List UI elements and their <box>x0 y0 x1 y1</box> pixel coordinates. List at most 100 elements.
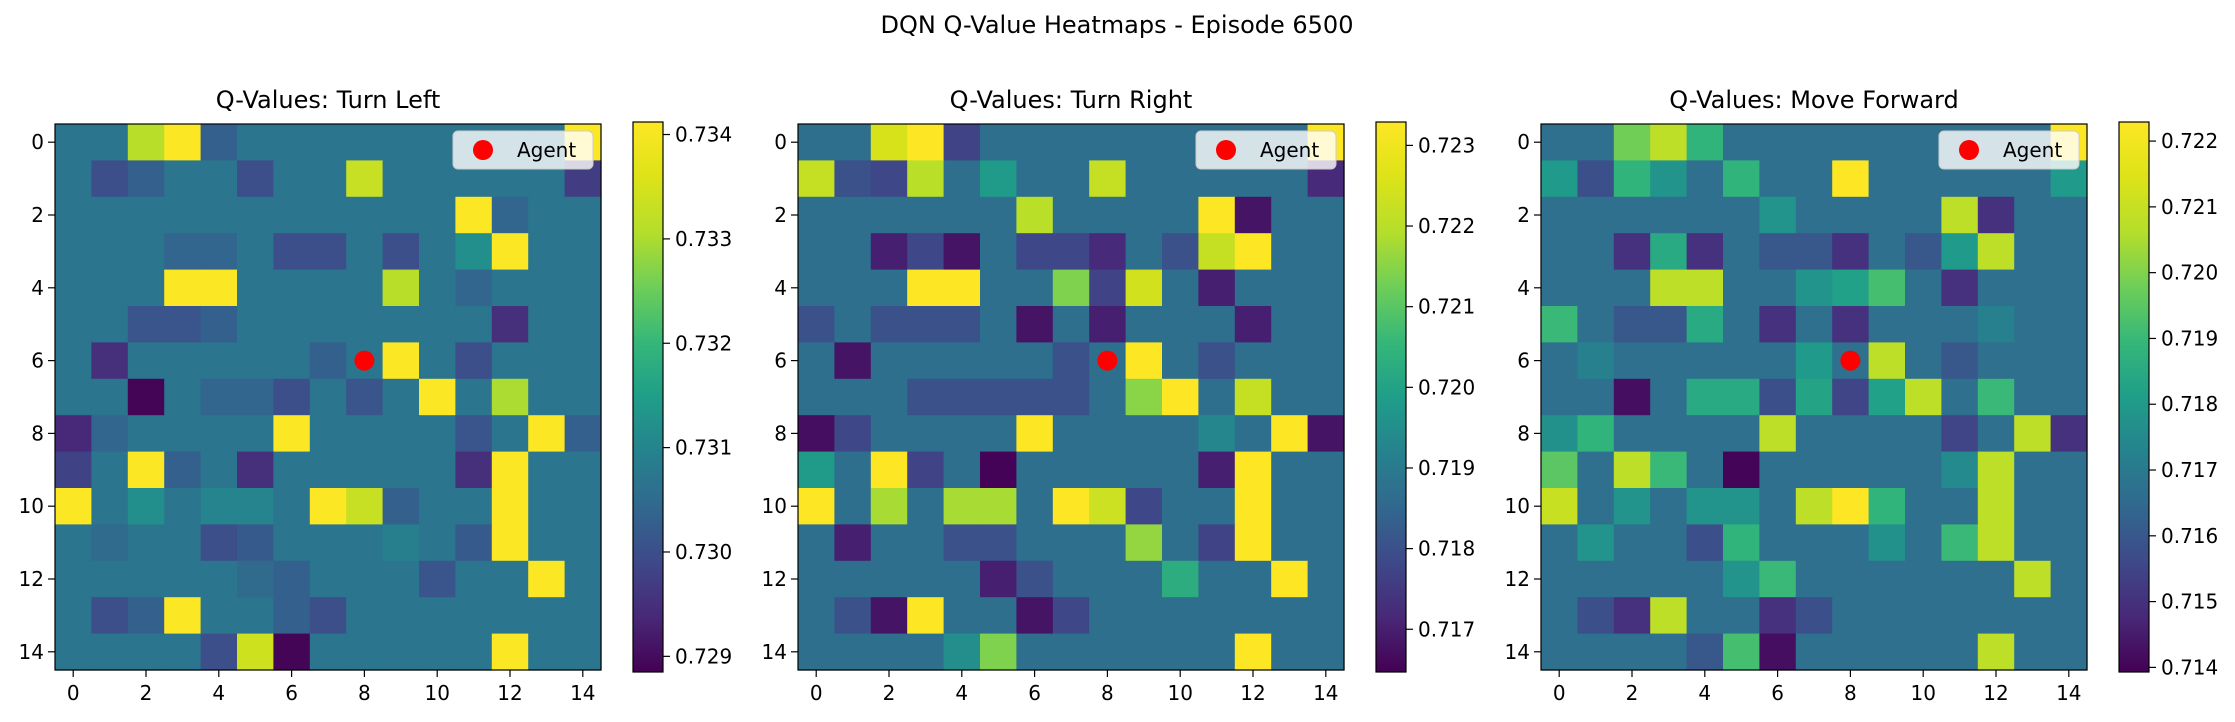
heatmap-cell <box>1089 233 1127 271</box>
x-tick-label: 4 <box>1698 681 1711 705</box>
heatmap-cell <box>1759 488 1797 525</box>
legend-agent-marker <box>1959 140 1979 160</box>
heatmap-cell <box>1905 560 1942 598</box>
heatmap-cell <box>1759 306 1797 343</box>
heatmap-cell <box>1198 269 1236 307</box>
heatmap-cell <box>1723 415 1760 453</box>
heatmap-cell <box>346 124 384 161</box>
heatmap-cell <box>1941 306 1979 343</box>
heatmap-cell <box>980 560 1017 598</box>
heatmap-cell <box>870 269 908 307</box>
x-tick-label: 0 <box>810 681 823 705</box>
heatmap-cell <box>2014 560 2052 598</box>
heatmap-cell <box>564 597 602 635</box>
heatmap-cell <box>164 524 202 562</box>
heatmap-cell <box>419 196 456 234</box>
heatmap-panel-2: Q-Values: Move Forward 0 2 4 6 8 10 12 14 0 2 4 6 8 10… <box>1505 86 2219 705</box>
heatmap-cell <box>491 233 529 271</box>
y-tick-label: 8 <box>1517 421 1530 445</box>
heatmap-cell <box>419 233 456 271</box>
x-tick-label: 2 <box>1626 681 1639 705</box>
heatmap-cell <box>1941 378 1979 416</box>
heatmap-cell <box>309 597 347 635</box>
heatmap-cell <box>1795 633 1833 671</box>
heatmap-cell <box>1307 233 1345 271</box>
heatmap-cell <box>2050 233 2088 271</box>
heatmap-cell <box>1977 378 2015 416</box>
legend-label: Agent <box>517 138 576 162</box>
heatmap-cell <box>1686 306 1724 343</box>
heatmap-cell <box>1162 560 1199 598</box>
heatmap-cell <box>528 597 566 635</box>
colorbar-tick-label: 0.722 <box>1418 214 1475 238</box>
heatmap-cell <box>1686 269 1724 307</box>
colorbar-tick-label: 0.734 <box>675 123 732 147</box>
heatmap-cell <box>980 597 1017 635</box>
heatmap-cell <box>382 160 420 198</box>
heatmap-cell <box>1162 451 1199 489</box>
heatmap-cell <box>1234 342 1272 380</box>
heatmap-cell <box>1125 488 1163 525</box>
heatmap-cell <box>419 451 456 489</box>
heatmap-cell <box>1650 597 1688 635</box>
heatmap-cell <box>382 451 420 489</box>
heatmap-cell <box>1941 524 1979 562</box>
legend-box <box>1938 130 2080 170</box>
heatmap-cell <box>2014 342 2052 380</box>
heatmap-cell <box>980 342 1017 380</box>
colorbar-tick-label: 0.719 <box>2161 326 2218 350</box>
colorbar-tick-label: 0.731 <box>675 436 732 460</box>
heatmap-cell <box>2014 597 2052 635</box>
y-tick-label: 10 <box>1505 494 1530 518</box>
heatmap-cell <box>1271 196 1309 234</box>
heatmap-cell <box>564 269 602 307</box>
heatmap-cell <box>870 560 908 598</box>
heatmap-cell <box>870 196 908 234</box>
heatmap-cell <box>1868 488 1906 525</box>
heatmap-cell <box>1686 124 1724 161</box>
heatmap-cell <box>528 342 566 380</box>
heatmap-cell <box>200 342 238 380</box>
heatmap-cell <box>382 269 420 307</box>
heatmap-cell <box>1723 233 1760 271</box>
heatmap-cell <box>1613 269 1651 307</box>
heatmap-cell <box>1016 269 1054 307</box>
heatmap-cell <box>1650 269 1688 307</box>
heatmap-cell <box>1162 378 1199 416</box>
heatmap-cell <box>1650 451 1688 489</box>
heatmap-cell <box>1759 160 1797 198</box>
heatmap-cell <box>91 269 129 307</box>
heatmap-cell <box>1686 415 1724 453</box>
heatmap-cell <box>1162 597 1199 635</box>
heatmap-cell <box>1795 560 1833 598</box>
heatmap-cell <box>1795 378 1833 416</box>
heatmap-cell <box>419 269 456 307</box>
heatmap-cell <box>798 124 835 161</box>
heatmap-cell <box>1234 378 1272 416</box>
heatmap-cell <box>907 160 945 198</box>
heatmap-panel-0: Q-Values: Turn Left 0 2 4 6 8 10 12 14 0 2 4 6 8 10 12 1… <box>19 86 733 705</box>
heatmap-cell <box>309 306 347 343</box>
heatmap-cell <box>1541 560 1578 598</box>
heatmap-cell <box>382 597 420 635</box>
heatmap-cell <box>200 451 238 489</box>
heatmap-cell <box>1234 196 1272 234</box>
heatmap-cell <box>1234 633 1272 671</box>
heatmap-cell <box>943 196 981 234</box>
heatmap-cell <box>1307 488 1345 525</box>
heatmap-cell <box>419 488 456 525</box>
heatmap-cell <box>491 560 529 598</box>
heatmap-cell <box>980 160 1017 198</box>
x-tick-label: 6 <box>1028 681 1041 705</box>
heatmap-cell <box>1905 196 1942 234</box>
heatmap-cell <box>1052 524 1090 562</box>
heatmap-cell <box>907 597 945 635</box>
heatmap-cell <box>55 488 92 525</box>
heatmap-cell <box>1905 633 1942 671</box>
heatmap-cell <box>1650 306 1688 343</box>
plot-frame <box>1540 123 2088 671</box>
x-tick-label: 4 <box>955 681 968 705</box>
heatmap-cell <box>870 306 908 343</box>
heatmap-cell <box>1271 342 1309 380</box>
heatmap-cell <box>870 597 908 635</box>
